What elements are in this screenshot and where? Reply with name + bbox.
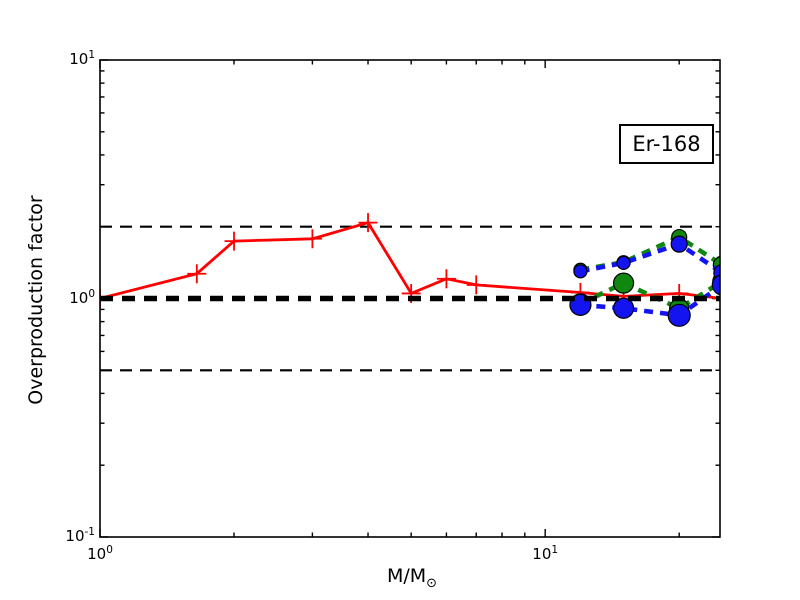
data-point-marker xyxy=(302,229,322,249)
x-axis-title-subscript: ⊙ xyxy=(426,576,438,591)
series-line-green-dashed-lower xyxy=(579,280,720,311)
series-line-blue-dashed-lower xyxy=(580,283,720,318)
data-point-marker xyxy=(616,255,631,271)
y-axis-title: Overproduction factor xyxy=(25,195,47,405)
data-series xyxy=(100,213,720,327)
data-point-marker xyxy=(670,235,688,253)
series-blue-dashed-lower xyxy=(569,274,720,327)
isotope-annotation-text: Er-168 xyxy=(632,132,701,156)
data-point-marker xyxy=(466,275,486,295)
data-point-marker xyxy=(358,213,378,233)
data-point-marker xyxy=(573,264,588,279)
x-axis-title-main: M/M xyxy=(386,565,427,587)
data-point-marker xyxy=(224,231,244,251)
series-line-blue-dashed-upper xyxy=(579,241,720,275)
x-axis-title: M/M⊙ xyxy=(386,565,437,591)
data-point-marker xyxy=(187,264,207,284)
data-point-marker xyxy=(667,303,691,327)
axes-frame xyxy=(99,59,721,538)
data-point-marker xyxy=(612,297,635,319)
isotope-annotation-box: Er-168 xyxy=(619,124,714,164)
reference-lines-thin xyxy=(100,225,720,372)
data-point-marker xyxy=(711,274,720,296)
series-blue-dashed-upper xyxy=(573,235,720,282)
data-point-marker xyxy=(612,272,635,294)
series-line-green-dashed-upper xyxy=(580,234,720,272)
data-point-marker xyxy=(436,269,456,289)
